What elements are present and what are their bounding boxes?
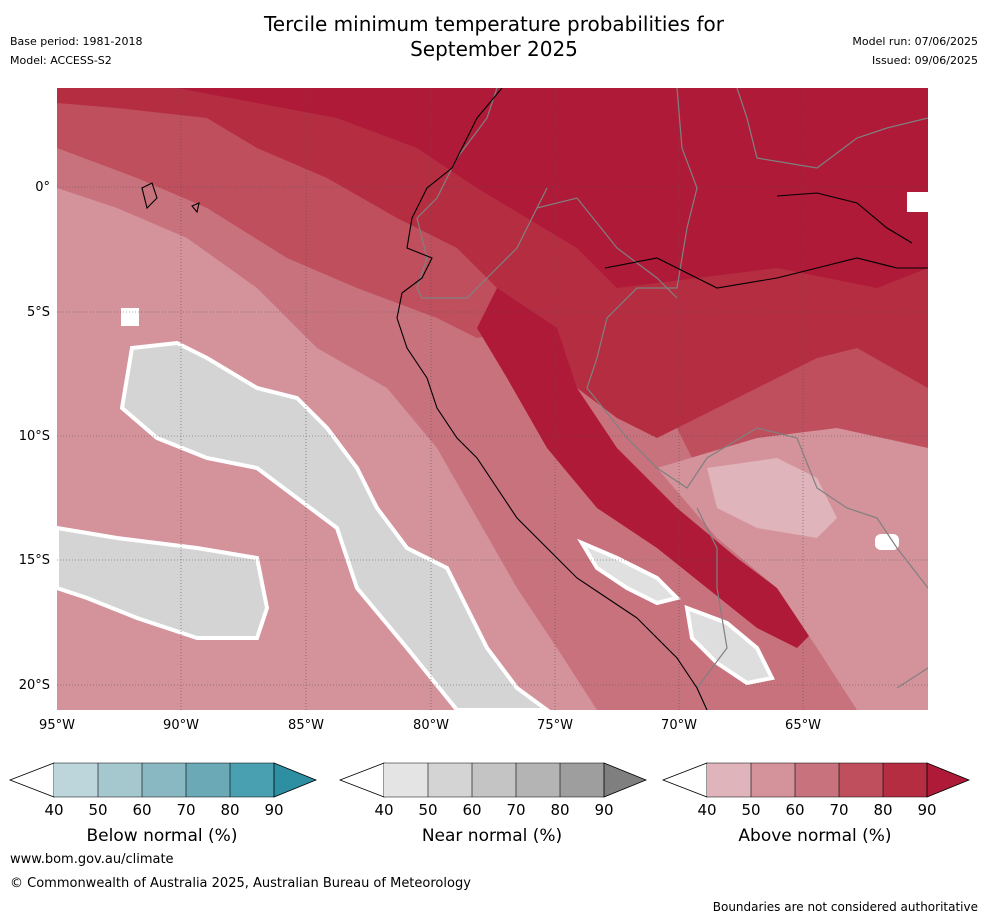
model-run: Model run: 07/06/2025 [852, 35, 978, 48]
colorbar-above [661, 762, 971, 798]
tick-below-60: 60 [132, 801, 152, 819]
colorbar-near-seg-0 [338, 762, 385, 798]
field-near-normal-coast [577, 538, 681, 606]
colorbar-below-seg-6 [273, 762, 318, 798]
tick-below-80: 80 [220, 801, 240, 819]
footer-disclaimer: Boundaries are not considered authoritat… [712, 900, 978, 914]
tick-near-90: 90 [594, 801, 614, 819]
colorbar-near-seg-4 [516, 763, 560, 797]
colorbar-below-seg-0 [8, 762, 55, 798]
coastlines [141, 88, 928, 710]
colorbar-above-seg-2 [751, 763, 795, 797]
probability-map [57, 88, 928, 710]
left-meta: Base period: 1981-2018 Model: ACCESS-S2 [10, 32, 142, 70]
legend-title-above: Above normal (%) [738, 826, 892, 846]
colorbar-above-seg-5 [883, 763, 927, 797]
colorbar-near-seg-2 [428, 763, 472, 797]
colorbar-above-seg-1 [707, 763, 751, 797]
colorbar-above-seg-6 [926, 762, 971, 798]
right-meta: Model run: 07/06/2025 Issued: 09/06/2025 [852, 32, 978, 70]
tick-below-90: 90 [264, 801, 284, 819]
colorbar-above-seg-4 [839, 763, 883, 797]
colorbar-near-seg-3 [472, 763, 516, 797]
tick-below-40: 40 [44, 801, 64, 819]
tick-below-50: 50 [88, 801, 108, 819]
footer-copyright: © Commonwealth of Australia 2025, Austra… [10, 876, 471, 891]
footer-website: www.bom.gov.au/climate [10, 852, 174, 867]
colorbar-below [8, 762, 318, 798]
lon-label-65w: 65°W [785, 718, 821, 733]
issued-date: Issued: 09/06/2025 [871, 54, 978, 67]
colorbar-above-seg-0 [661, 762, 708, 798]
lat-label-20s: 20°S [18, 678, 50, 693]
white-patch-ne [907, 192, 928, 212]
tick-near-60: 60 [462, 801, 482, 819]
title-line-1: Tercile minimum temperature probabilitie… [263, 12, 725, 36]
field-above-90-core [177, 88, 928, 288]
field-above-40-east [707, 458, 837, 538]
lat-label-10s: 10°S [18, 429, 50, 444]
lon-label-95w: 95°W [39, 718, 75, 733]
colorbar-near-seg-5 [560, 763, 604, 797]
tick-near-50: 50 [418, 801, 438, 819]
lat-label-5s: 5°S [26, 305, 50, 320]
white-patch-nw [121, 308, 139, 326]
lat-label-15s: 15°S [18, 553, 50, 568]
field-near-normal [119, 340, 551, 710]
tick-above-60: 60 [785, 801, 805, 819]
lat-label-0: 0° [35, 180, 50, 195]
colorbar-below-seg-3 [142, 763, 186, 797]
colorbar-near-seg-1 [384, 763, 428, 797]
colorbar-above-seg-3 [795, 763, 839, 797]
colorbar-below-seg-1 [54, 763, 98, 797]
colorbar-near [338, 762, 648, 798]
colorbar-below-seg-2 [98, 763, 142, 797]
tick-above-90: 90 [917, 801, 937, 819]
lon-label-70w: 70°W [661, 718, 697, 733]
legend-title-near: Near normal (%) [421, 826, 563, 846]
tick-above-50: 50 [741, 801, 761, 819]
tick-near-80: 80 [550, 801, 570, 819]
lon-label-85w: 85°W [288, 718, 324, 733]
base-period: Base period: 1981-2018 [10, 35, 143, 48]
graticule [57, 88, 928, 710]
lon-label-90w: 90°W [163, 718, 199, 733]
field-near-normal-sw [57, 525, 270, 640]
lon-label-75w: 75°W [537, 718, 573, 733]
white-patch-e [875, 534, 899, 550]
tick-above-40: 40 [697, 801, 717, 819]
tick-above-80: 80 [873, 801, 893, 819]
tick-near-70: 70 [506, 801, 526, 819]
chart-title: Tercile minimum temperature probabilitie… [0, 12, 988, 62]
colorbar-below-seg-5 [230, 763, 274, 797]
model-name: Model: ACCESS-S2 [10, 54, 112, 67]
legend-title-below: Below normal (%) [86, 826, 238, 846]
colorbar-below-seg-4 [186, 763, 230, 797]
field-coastal-ridge [477, 288, 817, 648]
tick-above-70: 70 [829, 801, 849, 819]
tick-below-70: 70 [176, 801, 196, 819]
title-line-2: September 2025 [410, 37, 578, 61]
tick-near-40: 40 [374, 801, 394, 819]
field-near-normal-se [684, 604, 775, 686]
colorbar-near-seg-6 [603, 762, 648, 798]
lon-label-80w: 80°W [413, 718, 449, 733]
